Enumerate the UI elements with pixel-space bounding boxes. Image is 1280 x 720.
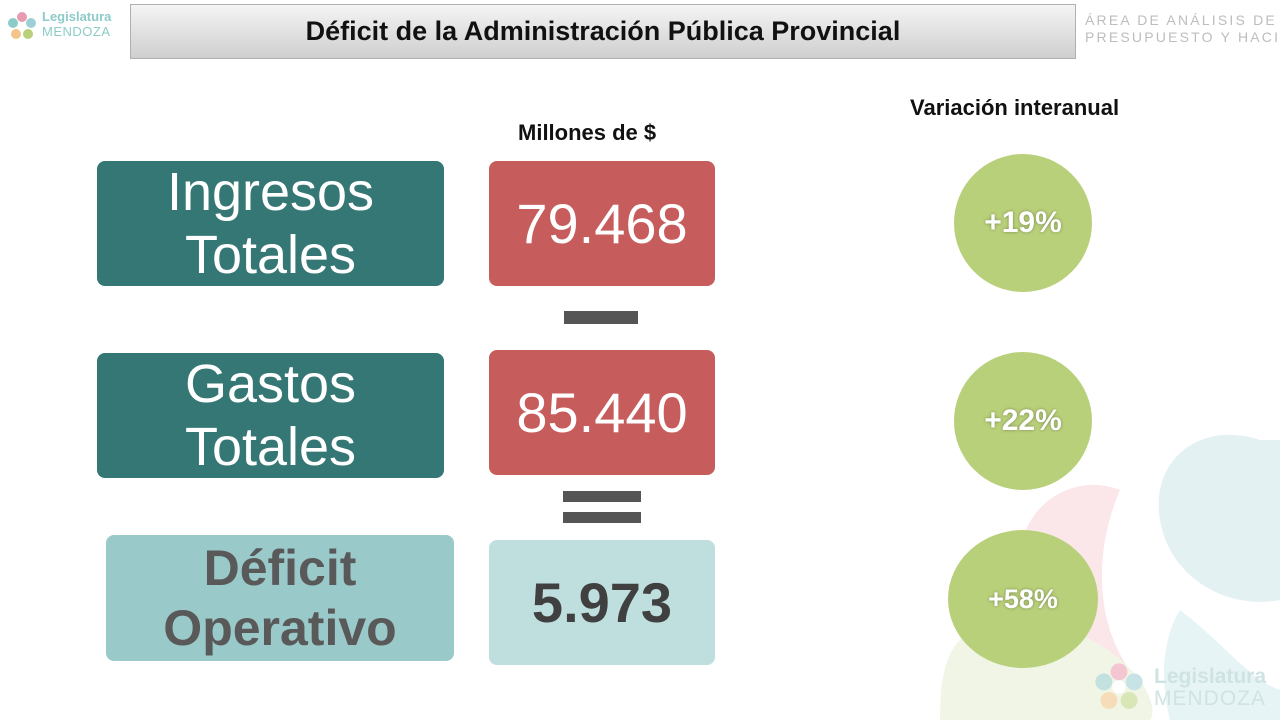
area-name: ÁREA DE ANÁLISIS DE PRESUPUESTO Y HACIEN…: [1085, 12, 1280, 46]
legislatura-logo-bottom: Legislatura MENDOZA: [1092, 660, 1272, 712]
ingresos-value-box: 79.468: [489, 161, 715, 286]
deficit-variation: +58%: [988, 583, 1058, 614]
deficit-value: 5.973: [531, 571, 673, 634]
legislatura-logo-top: Legislatura MENDOZA: [6, 6, 124, 46]
area-line-2: PRESUPUESTO Y HACIENDA: [1085, 29, 1280, 45]
amount-column-header: Millones de $: [518, 120, 657, 145]
deficit-variation-circle: +58%: [948, 530, 1098, 668]
gastos-label-box: Gastos Totales: [97, 353, 444, 478]
gastos-variation-circle: +22%: [954, 352, 1092, 490]
gastos-variation: +22%: [984, 404, 1062, 437]
ingresos-label-box: Ingresos Totales: [97, 161, 444, 286]
footer-logo-city: MENDOZA: [1154, 687, 1266, 710]
area-line-1: ÁREA DE ANÁLISIS DE: [1085, 12, 1277, 28]
logo-name: Legislatura: [42, 9, 112, 24]
flower-logo-icon: [8, 12, 36, 39]
minus-sign-icon: [564, 311, 638, 324]
ingresos-variation: +19%: [984, 206, 1062, 239]
deficit-label-box: Déficit Operativo: [106, 535, 454, 661]
logo-city: MENDOZA: [42, 24, 111, 39]
deficit-label-line1: Déficit: [203, 540, 357, 596]
decorative-watermark: [940, 434, 1280, 720]
gastos-value: 85.440: [516, 381, 688, 444]
ingresos-variation-circle: +19%: [954, 154, 1092, 292]
equals-sign-icon: [563, 491, 641, 523]
ingresos-label-line2: Totales: [184, 224, 357, 285]
ingresos-value: 79.468: [516, 192, 688, 255]
gastos-label-line2: Totales: [184, 416, 357, 477]
footer-logo-name: Legislatura: [1154, 665, 1267, 688]
deficit-value-box: 5.973: [489, 540, 715, 665]
ingresos-label-line1: Ingresos: [166, 161, 375, 222]
gastos-value-box: 85.440: [489, 350, 715, 475]
flower-logo-icon: [1095, 663, 1143, 709]
page-title: Déficit de la Administración Pública Pro…: [130, 4, 1076, 59]
variation-column-header: Variación interanual: [910, 95, 1120, 120]
gastos-label-line1: Gastos: [184, 353, 357, 414]
deficit-label-line2: Operativo: [163, 600, 397, 656]
